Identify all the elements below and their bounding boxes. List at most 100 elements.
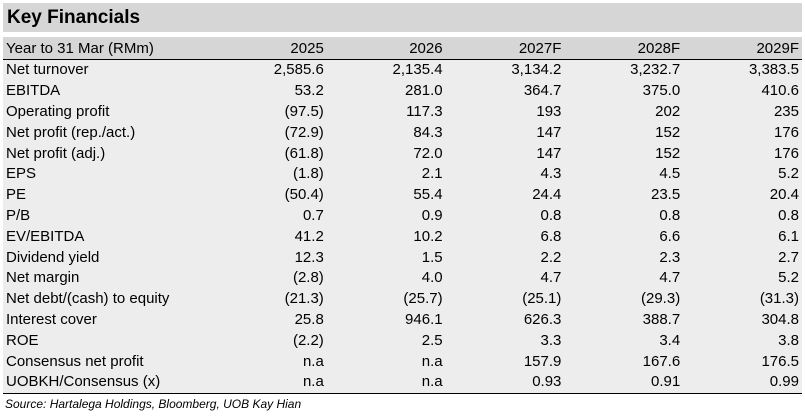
table-cell: 0.99 <box>683 371 802 394</box>
table-cell: 41.2 <box>294 227 324 245</box>
table-cell: (29.3) <box>641 290 681 308</box>
table-cell: 20.4 <box>769 186 799 204</box>
table-cell: 3,383.5 <box>748 61 799 79</box>
row-label: Net turnover <box>6 61 89 79</box>
table-cell: (72.9) <box>284 123 324 141</box>
table-cell: (31.3) <box>759 290 799 308</box>
table-cell: (21.3) <box>284 290 324 308</box>
table-cell: 6.8 <box>540 227 562 245</box>
table-row: Net turnover 2,585.6 2,135.4 3,134.2 3,232.7… <box>3 59 802 81</box>
table-cell: 0.8 <box>778 206 799 224</box>
table-cell: 0.7 <box>302 206 324 224</box>
row-label: Net profit (rep./act.) <box>6 123 136 141</box>
table-cell: 0.91 <box>564 371 684 394</box>
table-cell: 4.7 <box>659 269 681 287</box>
table-row: ROE (2.2) 2.5 3.3 3.4 3.8 <box>3 330 802 352</box>
column-header-year: 2027F <box>445 37 565 60</box>
table-cell: 3,232.7 <box>630 61 681 79</box>
table-row: Net margin (2.8) 4.0 4.7 4.7 5.2 <box>3 267 802 289</box>
source-note: Source: Hartalega Holdings, Bloomberg, U… <box>5 396 302 411</box>
table-cell: 6.6 <box>659 227 681 245</box>
table-row: Consensus net profit n.a n.a 157.9 167.6 176.… <box>3 351 802 372</box>
table-cell: (61.8) <box>284 144 324 162</box>
table-cell: 5.2 <box>778 269 799 287</box>
table-cell: 5.2 <box>778 165 799 183</box>
table-cell: 3.4 <box>659 331 681 349</box>
table-cell: (50.4) <box>284 186 324 204</box>
table-cell: n.a <box>208 371 327 394</box>
table-cell: 2,135.4 <box>392 61 443 79</box>
table-cell: 626.3 <box>523 310 562 328</box>
table-cell: 4.3 <box>540 165 562 183</box>
table-row: Dividend yield 12.3 1.5 2.2 2.3 2.7 <box>3 247 802 268</box>
table-cell: 0.8 <box>659 206 681 224</box>
table-cell: (25.1) <box>522 290 562 308</box>
table-row: Net profit (rep./act.) (72.9) 84.3 147 152 17… <box>3 122 802 144</box>
table-row: Net profit (adj.) (61.8) 72.0 147 152 176 <box>3 143 802 164</box>
row-label: PE <box>6 186 27 204</box>
column-header-year: 2029F <box>683 37 802 60</box>
table-cell: (1.8) <box>292 165 324 183</box>
table-row: Interest cover 25.8 946.1 626.3 388.7 304.8 <box>3 309 802 331</box>
row-label: P/B <box>6 206 31 224</box>
table-cell: 281.0 <box>405 82 443 100</box>
table-cell: 410.6 <box>761 82 799 100</box>
row-label: ROE <box>6 331 39 349</box>
table-cell: 53.2 <box>294 82 324 100</box>
table-row: EV/EBITDA 41.2 10.2 6.8 6.6 6.1 <box>3 226 802 248</box>
table-row: Net debt/(cash) to equity (21.3) (25.7) (25… <box>3 288 802 310</box>
table-cell: 2.5 <box>421 331 443 349</box>
table-cell: n.a <box>421 352 443 370</box>
table-cell: 2.1 <box>421 165 443 183</box>
row-label: Net debt/(cash) to equity <box>6 290 170 308</box>
table-cell: 0.8 <box>540 206 562 224</box>
table-cell: 193 <box>536 102 562 120</box>
table-cell: 176.5 <box>761 352 799 370</box>
row-label: UOBKH/Consensus (x) <box>3 371 208 394</box>
table-cell: 167.6 <box>642 352 681 370</box>
table-cell: (2.2) <box>292 331 324 349</box>
table-cell: 12.3 <box>294 248 324 266</box>
row-label: Dividend yield <box>6 248 100 266</box>
table-cell: 176 <box>773 123 799 141</box>
column-header-year: 2025 <box>208 37 327 60</box>
table-cell: 2,585.6 <box>273 61 324 79</box>
row-label: EPS <box>6 165 37 183</box>
table-cell: 147 <box>536 123 562 141</box>
table-cell: 152 <box>655 144 681 162</box>
row-label: Net margin <box>6 269 80 287</box>
row-label: EBITDA <box>6 82 61 100</box>
table-cell: 304.8 <box>761 310 799 328</box>
table-header-row: Year to 31 Mar (RMm) 2025 2026 2027F 202… <box>3 37 802 60</box>
table-cell: 24.4 <box>532 186 562 204</box>
table-cell: 0.9 <box>421 206 443 224</box>
table-cell: 23.5 <box>650 186 681 204</box>
column-header-period: Year to 31 Mar (RMm) <box>3 37 208 60</box>
table-cell: 10.2 <box>413 227 443 245</box>
table-cell: 84.3 <box>413 123 443 141</box>
table-cell: 1.5 <box>421 248 443 266</box>
table-cell: 147 <box>536 144 562 162</box>
row-label: Operating profit <box>6 102 110 120</box>
table-cell: (2.8) <box>292 269 324 287</box>
table-cell: 235 <box>773 102 799 120</box>
table-cell: 157.9 <box>523 352 562 370</box>
table-cell: 364.7 <box>523 82 562 100</box>
table-cell: 0.93 <box>445 371 565 394</box>
table-cell: 2.3 <box>659 248 681 266</box>
table-cell: 3,134.2 <box>511 61 562 79</box>
table-row: EPS (1.8) 2.1 4.3 4.5 5.2 <box>3 163 802 185</box>
table-cell: (97.5) <box>284 102 324 120</box>
table-cell: 4.5 <box>659 165 681 183</box>
table-cell: 152 <box>655 123 681 141</box>
column-header-year: 2028F <box>564 37 684 60</box>
table-cell: 72.0 <box>413 144 443 162</box>
table-cell: 3.3 <box>540 331 562 349</box>
table-row: PE (50.4) 55.4 24.4 23.5 20.4 <box>3 184 802 206</box>
table-cell: 55.4 <box>413 186 443 204</box>
panel-title: Key Financials <box>3 3 802 32</box>
row-label: EV/EBITDA <box>6 227 85 245</box>
key-financials-panel: Key Financials Year to 31 Mar (RMm) 2025… <box>3 3 802 411</box>
table-cell: 2.7 <box>778 248 799 266</box>
financials-table: Year to 31 Mar (RMm) 2025 2026 2027F 202… <box>3 37 802 394</box>
